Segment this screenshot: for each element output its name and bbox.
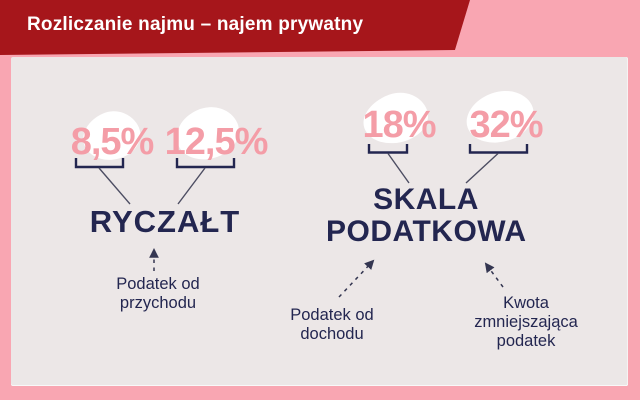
caption-left-line2: przychodu — [119, 294, 197, 312]
caption-right1-line2: dochodu — [300, 325, 364, 343]
caption-podatek-od-dochodu: Podatek od dochodu — [262, 306, 402, 344]
caption-podatek-od-przychodu: Podatek od przychodu — [88, 275, 228, 313]
caption-left-line1: Podatek od — [116, 275, 200, 293]
page-title: Rozliczanie najmu – najem prywatny — [27, 14, 364, 35]
skala-title-line2: PODATKOWA — [326, 215, 527, 248]
skala-podatkowa-title: SKALA PODATKOWA — [326, 184, 526, 248]
rate-ryczalt-high: 12,5% — [164, 121, 269, 163]
caption-right2-line2: zmniejszająca — [474, 313, 578, 331]
skala-title-line1: SKALA — [373, 183, 479, 216]
caption-kwota-zmniejszajaca: Kwota zmniejszająca podatek — [446, 294, 606, 351]
rate-skala-low: 18% — [362, 104, 436, 146]
header-banner: Rozliczanie najmu – najem prywatny — [0, 0, 470, 55]
rate-ryczalt-low: 8,5% — [70, 121, 155, 163]
caption-right2-line3: podatek — [496, 332, 556, 350]
caption-right1-line1: Podatek od — [290, 306, 374, 324]
rate-skala-high: 32% — [469, 104, 543, 146]
ryczalt-title: RYCZAŁT — [89, 204, 241, 239]
caption-right2-line1: Kwota — [503, 294, 549, 312]
